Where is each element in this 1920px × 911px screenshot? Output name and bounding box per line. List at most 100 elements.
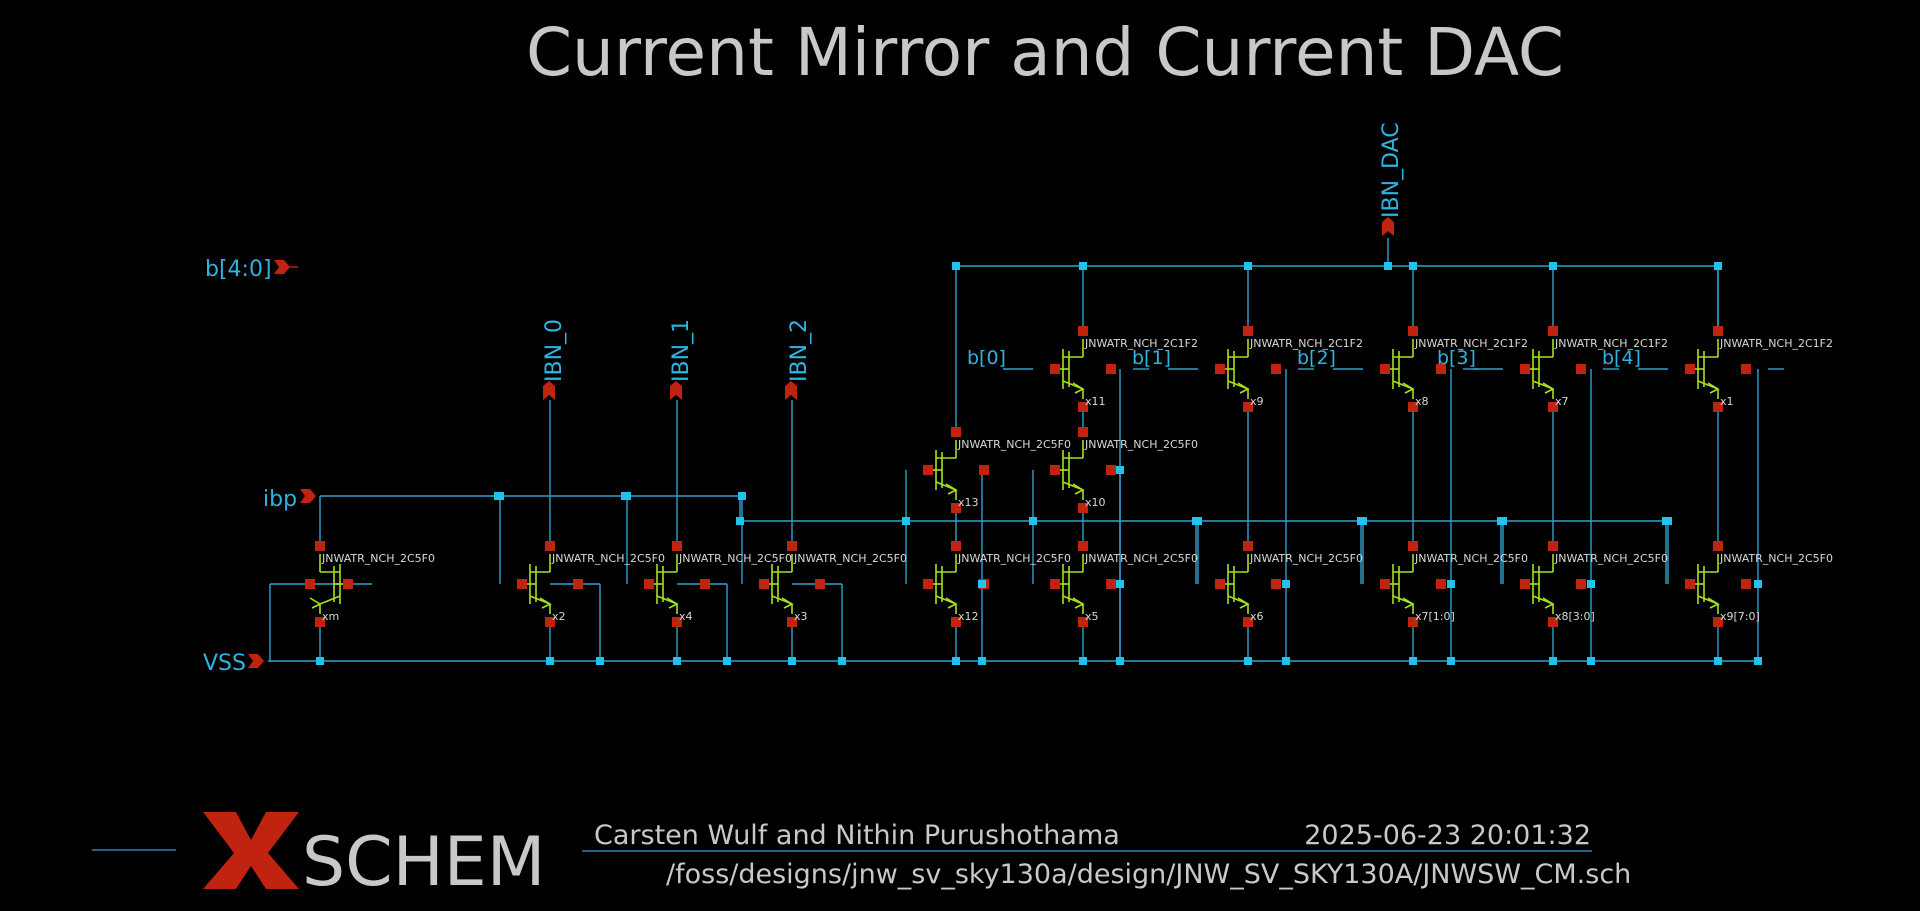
junction-dot (1079, 657, 1087, 665)
nmos-transistor[interactable] (1053, 554, 1085, 614)
device-pin[interactable] (517, 579, 527, 589)
nmos-transistor[interactable] (1218, 339, 1250, 399)
device-pin[interactable] (1106, 465, 1116, 475)
device-pin[interactable] (1408, 326, 1418, 336)
pin-ibndac-arrow[interactable] (1382, 217, 1394, 236)
device-pin[interactable] (1741, 579, 1751, 589)
nmos-transistor[interactable] (1053, 440, 1085, 500)
device-pin[interactable] (1078, 617, 1088, 627)
junction-dot (596, 657, 604, 665)
device-pin[interactable] (672, 617, 682, 627)
device-pin[interactable] (1050, 579, 1060, 589)
device-pin[interactable] (343, 579, 353, 589)
device-pin[interactable] (1106, 364, 1116, 374)
nmos-transistor[interactable] (926, 554, 958, 614)
nmos-transistor[interactable] (926, 440, 958, 500)
junction-dot (1079, 262, 1087, 270)
device-pin[interactable] (700, 579, 710, 589)
pin-ibn2-arrow[interactable] (785, 381, 797, 400)
device-pin[interactable] (1408, 617, 1418, 627)
device-pin[interactable] (1078, 402, 1088, 412)
device-pin[interactable] (573, 579, 583, 589)
device-pin[interactable] (1215, 579, 1225, 589)
nmos-transistor[interactable] (647, 554, 679, 614)
device-pin[interactable] (545, 617, 555, 627)
device-pin[interactable] (1271, 364, 1281, 374)
transistors (305, 326, 1751, 627)
nmos-transistor[interactable] (1523, 339, 1555, 399)
device-pin[interactable] (951, 541, 961, 551)
device-pin[interactable] (1215, 364, 1225, 374)
junction-dot (1244, 657, 1252, 665)
device-pin[interactable] (644, 579, 654, 589)
device-pin[interactable] (1243, 541, 1253, 551)
device-pin[interactable] (545, 541, 555, 551)
device-pin[interactable] (1078, 503, 1088, 513)
device-instance-label: x8[3:0] (1555, 610, 1595, 623)
device-pin[interactable] (815, 579, 825, 589)
device-pin[interactable] (787, 541, 797, 551)
device-pin[interactable] (1548, 617, 1558, 627)
device-pin[interactable] (1520, 364, 1530, 374)
nmos-transistor[interactable] (762, 554, 794, 614)
device-pin[interactable] (1548, 541, 1558, 551)
device-pin[interactable] (1436, 364, 1446, 374)
device-pin[interactable] (787, 617, 797, 627)
device-pin[interactable] (923, 579, 933, 589)
device-pin[interactable] (672, 541, 682, 551)
nmos-transistor[interactable] (520, 554, 552, 614)
nmos-transistor[interactable] (1688, 339, 1720, 399)
device-pin[interactable] (1271, 579, 1281, 589)
device-pin[interactable] (1685, 364, 1695, 374)
device-pin[interactable] (1243, 402, 1253, 412)
device-pin[interactable] (923, 465, 933, 475)
footer-authors: Carsten Wulf and Nithin Purushothama (594, 820, 1120, 851)
device-pin[interactable] (1713, 326, 1723, 336)
device-pin[interactable] (1050, 364, 1060, 374)
device-pin[interactable] (305, 579, 315, 589)
device-pin[interactable] (1713, 617, 1723, 627)
device-instance-label: x10 (1085, 496, 1106, 509)
device-pin[interactable] (1243, 617, 1253, 627)
junction-dot (952, 262, 960, 270)
device-pin[interactable] (1078, 541, 1088, 551)
device-pin[interactable] (1436, 579, 1446, 589)
device-pin[interactable] (315, 541, 325, 551)
device-pin[interactable] (951, 617, 961, 627)
device-pin[interactable] (1106, 579, 1116, 589)
device-pin[interactable] (1408, 402, 1418, 412)
device-pin[interactable] (1078, 326, 1088, 336)
nmos-transistor[interactable] (1218, 554, 1250, 614)
device-pin[interactable] (1548, 326, 1558, 336)
device-model-label: JNWATR_NCH_2C1F2 (1249, 337, 1363, 350)
device-pin[interactable] (1380, 579, 1390, 589)
device-pin[interactable] (1685, 579, 1695, 589)
device-pin[interactable] (951, 427, 961, 437)
device-pin[interactable] (1713, 541, 1723, 551)
nmos-transistor[interactable] (1523, 554, 1555, 614)
device-pin[interactable] (1520, 579, 1530, 589)
device-model-label: JNWATR_NCH_2C1F2 (1554, 337, 1668, 350)
device-pin[interactable] (979, 465, 989, 475)
pin-ibn1-arrow[interactable] (670, 381, 682, 400)
device-pin[interactable] (951, 503, 961, 513)
device-pin[interactable] (759, 579, 769, 589)
pin-ibp-arrow[interactable] (300, 489, 316, 503)
device-pin[interactable] (1576, 579, 1586, 589)
pin-vss-arrow[interactable] (248, 654, 264, 668)
device-pin[interactable] (1050, 465, 1060, 475)
device-pin[interactable] (1078, 427, 1088, 437)
device-pin[interactable] (315, 617, 325, 627)
bit-label-1: b[1] (1132, 347, 1171, 369)
device-pin[interactable] (1408, 541, 1418, 551)
device-pin[interactable] (1576, 364, 1586, 374)
device-pin[interactable] (1713, 402, 1723, 412)
nmos-transistor[interactable] (1688, 554, 1720, 614)
junction-dot (902, 517, 910, 525)
pin-ibn0-arrow[interactable] (543, 381, 555, 400)
device-pin[interactable] (1243, 326, 1253, 336)
device-pin[interactable] (1741, 364, 1751, 374)
device-pin[interactable] (1380, 364, 1390, 374)
device-pin[interactable] (1548, 402, 1558, 412)
pin-bus-arrow[interactable] (274, 260, 290, 274)
